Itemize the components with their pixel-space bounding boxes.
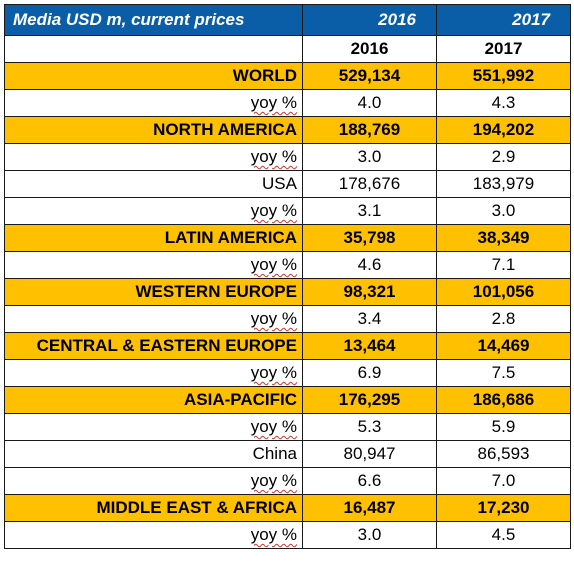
table-title-row: Media USD m, current prices 2016 2017 xyxy=(4,4,571,36)
region-row: MIDDLE EAST & AFRICA 16,487 17,230 xyxy=(4,494,571,522)
value-2017: 86,593 xyxy=(436,440,571,468)
value-2017: 194,202 xyxy=(436,116,571,144)
yoy-label-cell: yoy % xyxy=(4,251,303,279)
year-header-2016: 2016 xyxy=(302,35,437,63)
region-label: NORTH AMERICA xyxy=(4,116,303,144)
value-2017: 4.3 xyxy=(436,89,571,117)
yoy-row: yoy % 3.1 3.0 xyxy=(4,197,571,225)
region-row: WORLD 529,134 551,992 xyxy=(4,62,571,90)
value-2016: 188,769 xyxy=(302,116,437,144)
yoy-label: yoy % xyxy=(250,471,297,490)
value-2016: 529,134 xyxy=(302,62,437,90)
media-revenue-table: Media USD m, current prices 2016 2017 20… xyxy=(4,4,571,549)
value-2016: 13,464 xyxy=(302,332,437,360)
value-2017: 14,469 xyxy=(436,332,571,360)
country-label: China xyxy=(4,440,303,468)
value-2017: 186,686 xyxy=(436,386,571,414)
yoy-label: yoy % xyxy=(250,525,297,544)
value-2016: 178,676 xyxy=(302,170,437,198)
region-label: WESTERN EUROPE xyxy=(4,278,303,306)
title-year-2016: 2016 xyxy=(302,4,437,36)
value-2016: 35,798 xyxy=(302,224,437,252)
yoy-label: yoy % xyxy=(250,93,297,112)
value-2016: 98,321 xyxy=(302,278,437,306)
region-label: LATIN AMERICA xyxy=(4,224,303,252)
yoy-row: yoy % 6.9 7.5 xyxy=(4,359,571,387)
country-label: USA xyxy=(4,170,303,198)
value-2017: 551,992 xyxy=(436,62,571,90)
yoy-label: yoy % xyxy=(250,363,297,382)
yoy-label-cell: yoy % xyxy=(4,89,303,117)
value-2016: 4.6 xyxy=(302,251,437,279)
yoy-row: yoy % 3.0 2.9 xyxy=(4,143,571,171)
yoy-label-cell: yoy % xyxy=(4,413,303,441)
yoy-label: yoy % xyxy=(250,417,297,436)
value-2017: 4.5 xyxy=(436,521,571,549)
value-2017: 17,230 xyxy=(436,494,571,522)
yoy-label-cell: yoy % xyxy=(4,197,303,225)
value-2016: 176,295 xyxy=(302,386,437,414)
yoy-label-cell: yoy % xyxy=(4,305,303,333)
year-header-2017: 2017 xyxy=(436,35,571,63)
region-row: LATIN AMERICA 35,798 38,349 xyxy=(4,224,571,252)
year-header-row: 2016 2017 xyxy=(4,35,571,63)
yoy-row: yoy % 3.4 2.8 xyxy=(4,305,571,333)
value-2016: 6.9 xyxy=(302,359,437,387)
value-2017: 38,349 xyxy=(436,224,571,252)
value-2016: 3.1 xyxy=(302,197,437,225)
yoy-label-cell: yoy % xyxy=(4,143,303,171)
region-row: CENTRAL & EASTERN EUROPE 13,464 14,469 xyxy=(4,332,571,360)
value-2017: 2.9 xyxy=(436,143,571,171)
value-2016: 3.4 xyxy=(302,305,437,333)
table-title: Media USD m, current prices xyxy=(4,4,303,36)
yoy-label-cell: yoy % xyxy=(4,521,303,549)
value-2016: 4.0 xyxy=(302,89,437,117)
yoy-row: yoy % 4.0 4.3 xyxy=(4,89,571,117)
country-row: USA 178,676 183,979 xyxy=(4,170,571,198)
value-2016: 3.0 xyxy=(302,143,437,171)
value-2017: 7.1 xyxy=(436,251,571,279)
value-2017: 7.0 xyxy=(436,467,571,495)
region-row: WESTERN EUROPE 98,321 101,056 xyxy=(4,278,571,306)
value-2017: 5.9 xyxy=(436,413,571,441)
value-2016: 5.3 xyxy=(302,413,437,441)
title-year-2017: 2017 xyxy=(436,4,571,36)
region-label: CENTRAL & EASTERN EUROPE xyxy=(4,332,303,360)
year-header-blank xyxy=(4,35,303,63)
region-label: WORLD xyxy=(4,62,303,90)
value-2017: 7.5 xyxy=(436,359,571,387)
yoy-row: yoy % 6.6 7.0 xyxy=(4,467,571,495)
value-2016: 80,947 xyxy=(302,440,437,468)
yoy-row: yoy % 3.0 4.5 xyxy=(4,521,571,549)
yoy-label-cell: yoy % xyxy=(4,467,303,495)
yoy-label: yoy % xyxy=(250,309,297,328)
value-2017: 101,056 xyxy=(436,278,571,306)
value-2016: 6.6 xyxy=(302,467,437,495)
value-2016: 3.0 xyxy=(302,521,437,549)
table-body: Media USD m, current prices 2016 2017 20… xyxy=(4,4,571,549)
yoy-label: yoy % xyxy=(250,255,297,274)
region-label: MIDDLE EAST & AFRICA xyxy=(4,494,303,522)
yoy-row: yoy % 5.3 5.9 xyxy=(4,413,571,441)
region-label: ASIA-PACIFIC xyxy=(4,386,303,414)
yoy-label-cell: yoy % xyxy=(4,359,303,387)
value-2017: 3.0 xyxy=(436,197,571,225)
region-row: NORTH AMERICA 188,769 194,202 xyxy=(4,116,571,144)
country-row: China 80,947 86,593 xyxy=(4,440,571,468)
region-row: ASIA-PACIFIC 176,295 186,686 xyxy=(4,386,571,414)
yoy-row: yoy % 4.6 7.1 xyxy=(4,251,571,279)
value-2016: 16,487 xyxy=(302,494,437,522)
value-2017: 2.8 xyxy=(436,305,571,333)
value-2017: 183,979 xyxy=(436,170,571,198)
yoy-label: yoy % xyxy=(250,201,297,220)
yoy-label: yoy % xyxy=(250,147,297,166)
